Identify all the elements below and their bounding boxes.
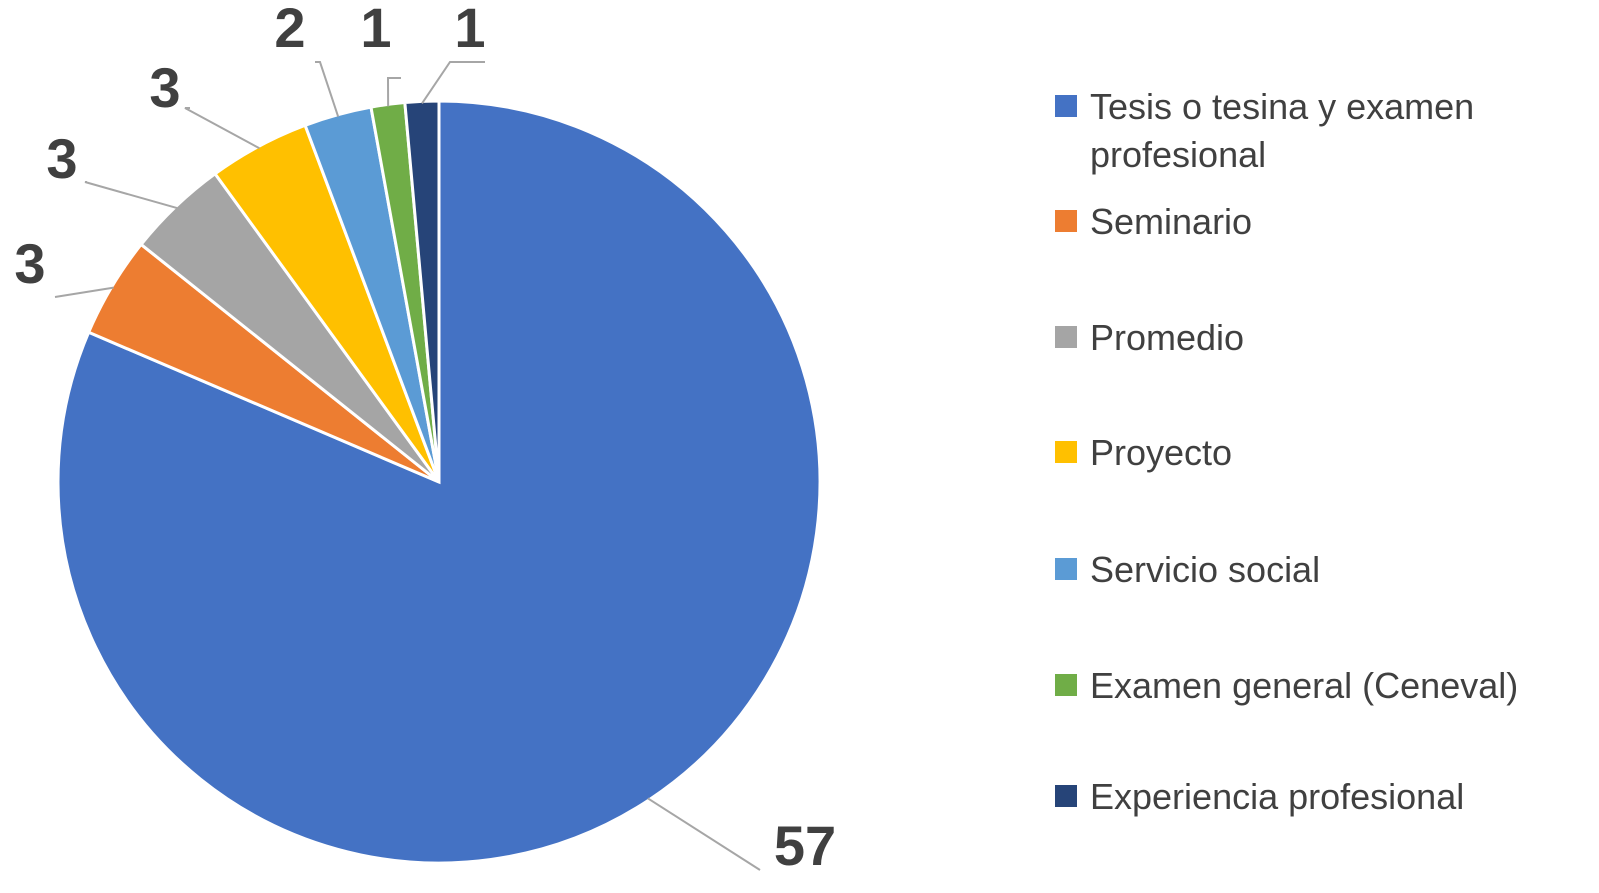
leader-line: [386, 77, 401, 107]
data-label: 3: [14, 232, 45, 295]
legend-item: Promedio: [1055, 314, 1595, 362]
legend-swatch: [1055, 326, 1077, 348]
legend-label: Tesis o tesina y examen profesional: [1090, 86, 1475, 175]
leader-line: [84, 181, 178, 210]
leader-line: [184, 107, 260, 150]
data-label: 57: [774, 814, 836, 877]
data-label: 3: [149, 56, 180, 119]
data-label: 3: [46, 127, 77, 190]
legend-item: Tesis o tesina y examen profesional: [1055, 83, 1595, 179]
leader-line: [315, 61, 340, 117]
legend-label: Proyecto: [1090, 432, 1233, 473]
legend-swatch: [1055, 785, 1077, 807]
legend-label: Servicio social: [1090, 549, 1321, 590]
legend-item: Proyecto: [1055, 429, 1595, 477]
pie-slice: [403, 99, 441, 483]
data-label: 2: [274, 0, 305, 59]
legend-swatch: [1055, 210, 1077, 232]
legend-item: Experiencia profesional: [1055, 773, 1595, 821]
leader-line: [421, 61, 485, 104]
legend-item: Seminario: [1055, 198, 1595, 246]
legend-swatch: [1055, 558, 1077, 580]
legend-label: Promedio: [1090, 317, 1245, 358]
leader-line: [54, 286, 114, 298]
data-label: 1: [454, 0, 485, 59]
legend-item: Servicio social: [1055, 546, 1595, 594]
legend-label: Experiencia profesional: [1090, 776, 1465, 817]
legend-label: Seminario: [1090, 201, 1253, 242]
legend-label: Examen general (Ceneval): [1090, 665, 1519, 706]
legend-swatch: [1055, 674, 1077, 696]
legend-item: Examen general (Ceneval): [1055, 662, 1595, 710]
legend-swatch: [1055, 95, 1077, 117]
data-label: 1: [360, 0, 391, 59]
legend-swatch: [1055, 441, 1077, 463]
leader-line: [647, 797, 761, 871]
